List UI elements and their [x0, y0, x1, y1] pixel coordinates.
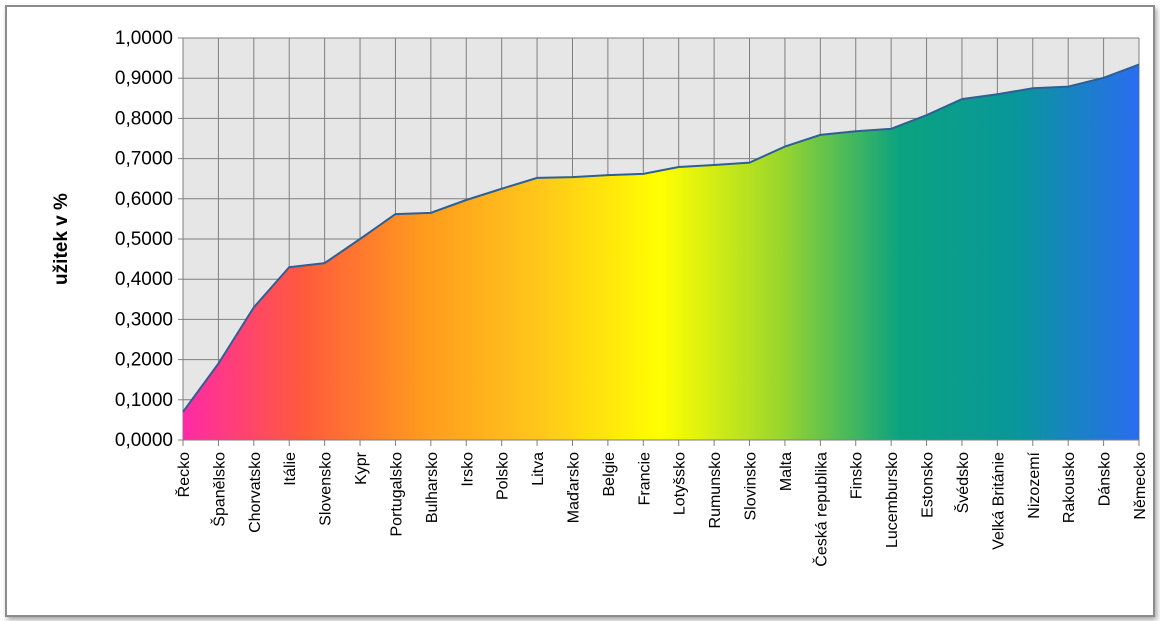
- y-axis-ticks: 0,0000 0,1000 0,2000 0,3000 0,4000 0,5000 0,60…: [115, 28, 183, 451]
- x-tick-label: Francie: [636, 452, 653, 505]
- chart-svg: 0,0000 0,1000 0,2000 0,3000 0,4000 0,5000 0,60…: [51, 28, 1149, 567]
- x-tick-label: Irsko: [459, 452, 476, 487]
- x-tick-label: Česká republika: [811, 452, 830, 567]
- x-tick-label: Slovensko: [318, 452, 335, 526]
- series-line: [182, 63, 1140, 413]
- y-tick-label: 1,0000: [115, 28, 173, 49]
- y-axis-label: užitek v %: [51, 193, 72, 285]
- area-fill: [183, 64, 1139, 441]
- x-tick-label: Německo: [1132, 452, 1149, 520]
- x-tick-label: Velká Británie: [990, 452, 1007, 550]
- y-tick-label: 0,1000: [115, 390, 173, 411]
- y-tick-label: 0,8000: [115, 108, 173, 129]
- chart-frame: 0,0000 0,1000 0,2000 0,3000 0,4000 0,5000 0,60…: [5, 5, 1155, 617]
- x-tick-label: Polsko: [495, 452, 512, 500]
- x-tick-label: Estonsko: [920, 452, 937, 518]
- x-tick-label: Maďarsko: [565, 452, 582, 523]
- x-tick-label: Lotyšsko: [672, 452, 689, 515]
- x-tick-label: Litva: [530, 452, 547, 486]
- y-tick-label: 0,2000: [115, 350, 173, 371]
- y-tick-label: 0,4000: [115, 269, 173, 290]
- y-tick-label: 0,9000: [115, 68, 173, 89]
- x-axis-ticks: Řecko Španělsko Chorvatsko Itálie Slovensko K…: [174, 440, 1149, 567]
- x-tick-label: Finsko: [849, 452, 866, 499]
- y-tick-label: 0,3000: [115, 309, 173, 330]
- x-tick-label: Lucembursko: [884, 452, 901, 548]
- x-tick-label: Bulharsko: [424, 452, 441, 523]
- y-tick-label: 0,7000: [115, 149, 173, 170]
- x-tick-label: Slovinsko: [743, 452, 760, 521]
- x-tick-label: Španělsko: [209, 452, 228, 527]
- x-tick-label: Rakousko: [1061, 452, 1078, 523]
- x-tick-label: Malta: [778, 452, 795, 491]
- x-tick-label: Belgie: [601, 452, 618, 497]
- y-tick-label: 0,0000: [115, 430, 173, 451]
- x-tick-label: Chorvatsko: [247, 452, 264, 533]
- x-tick-label: Řecko: [174, 452, 193, 497]
- x-tick-label: Nizozemí: [1026, 451, 1043, 518]
- x-tick-label: Kypr: [353, 451, 370, 485]
- x-tick-label: Švédsko: [953, 452, 972, 513]
- x-tick-label: Dánsko: [1097, 452, 1114, 506]
- y-tick-label: 0,5000: [115, 229, 173, 250]
- x-tick-label: Itálie: [282, 452, 299, 486]
- y-tick-label: 0,6000: [115, 189, 173, 210]
- x-tick-label: Rumunsko: [707, 452, 724, 529]
- x-tick-label: Portugalsko: [388, 452, 405, 537]
